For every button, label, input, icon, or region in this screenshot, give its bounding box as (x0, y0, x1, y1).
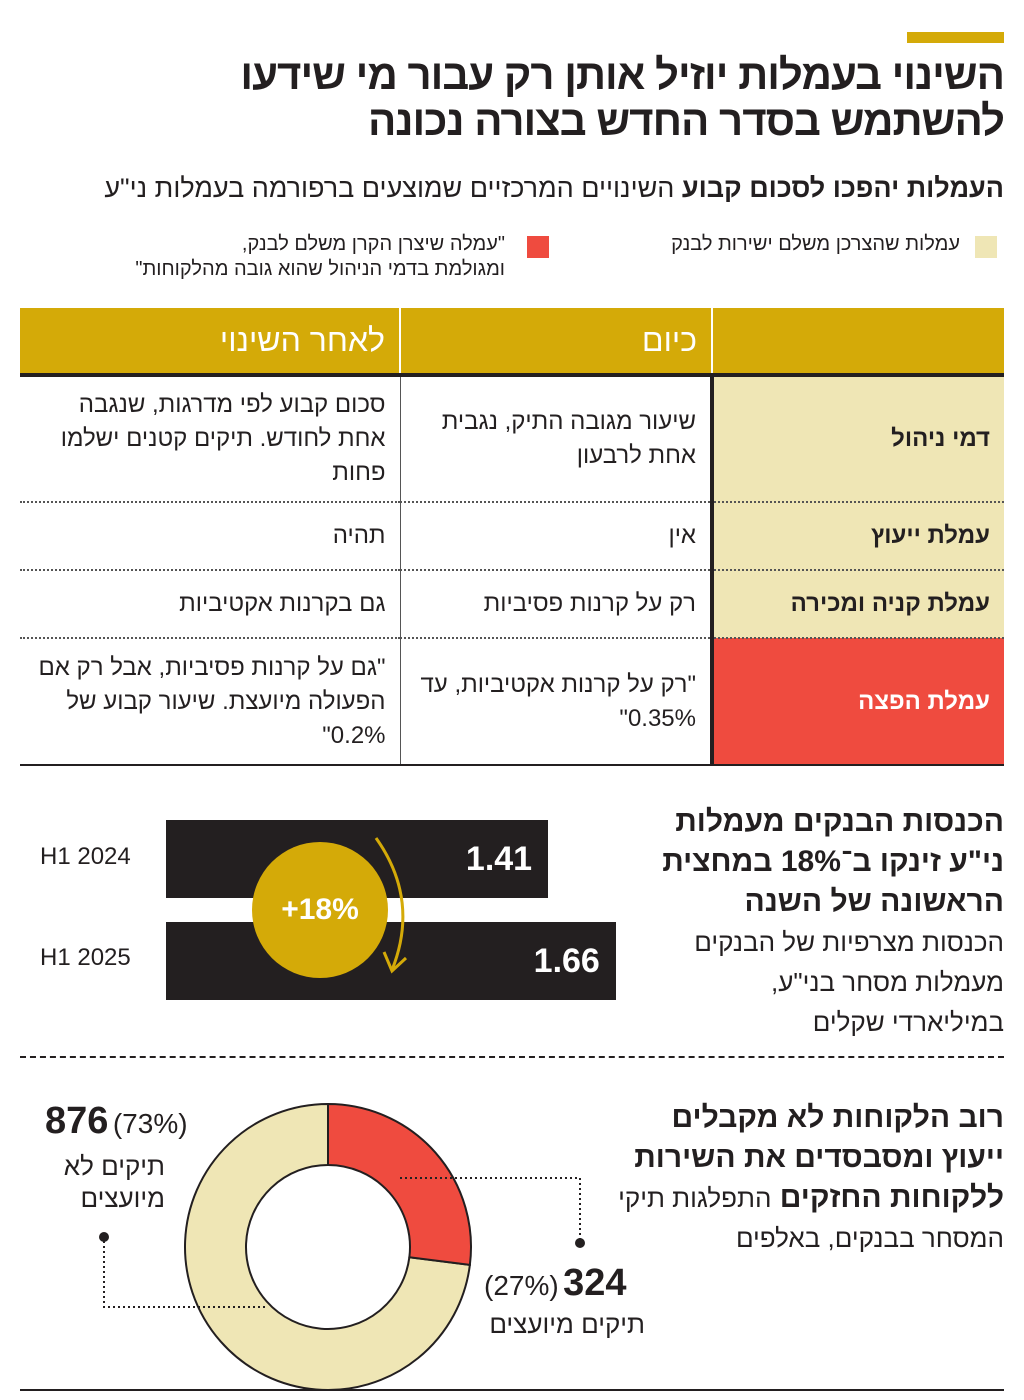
bottom-rule (20, 1389, 1004, 1391)
fees-comparison-table: כיום לאחר השינוי דמי ניהול שיעור מגובה ה… (20, 308, 1004, 766)
leader-line-unadvised (103, 1240, 265, 1308)
advised-percent: (27%) (484, 1270, 559, 1301)
category-label: H1 2025 (40, 944, 131, 971)
subtitle: העמלות יהפכו לסכום קבוע השינויים המרכזיי… (24, 170, 1004, 206)
donut-subtitle: התפלגות תיקי המסחר בבנקים, באלפים (618, 1183, 1004, 1253)
row-label: עמלת ייעוץ (710, 502, 1004, 571)
subtitle-rest: השינויים המרכזיים שמוצעים ברפורמה בעמלות… (104, 173, 675, 203)
table-header: כיום לאחר השינוי (20, 308, 1004, 377)
cell-today: שיעור מגובה התיק, נגבית אחת לרבעון (399, 375, 712, 503)
leader-dot-unadvised (99, 1232, 109, 1242)
growth-arrow-icon (374, 837, 408, 974)
table-row: עמלת ייעוץ אין תהיה (20, 502, 1004, 571)
leader-line-advised (400, 1177, 581, 1240)
bar-title-bold: הכנסות הבנקים מעמלות ני"ע זינקו ב־18% במ… (662, 805, 1004, 918)
cell-today: אין (399, 502, 712, 571)
donut-slice-0 (327, 1102, 472, 1267)
row-label: עמלת הפצה (710, 638, 1004, 766)
header-today: כיום (399, 308, 712, 377)
table-row: עמלת קניה ומכירה רק על קרנות פסיביות גם … (20, 570, 1004, 639)
legend-label-distribution: "עמלה שיצרן הקרן משלם לבנק, ומגולמת בדמי… (25, 232, 505, 282)
unadvised-label: תיקים לא מיועצים (63, 1151, 165, 1213)
bar-chart-title: הכנסות הבנקים מעמלות ני"ע זינקו ב־18% במ… (659, 802, 1004, 1042)
donut-chart (99, 1102, 585, 1391)
page-title: השינוי בעמלות יוזיל אותן רק עבור מי שידע… (104, 51, 1005, 144)
advised-label: תיקים מיועצים (489, 1309, 645, 1339)
title-line-1: השינוי בעמלות יוזיל אותן רק עבור מי שידע… (240, 51, 1005, 98)
legend-label-direct: עמלות שהצרכן משלם ישירות לבנק (671, 233, 960, 255)
legend-swatch-direct (975, 236, 997, 258)
cell-after: סכום קבוע לפי מדרגות, שנגבה אחת לחודש. ת… (20, 375, 400, 503)
unadvised-percent: (73%) (112, 1108, 188, 1139)
bar-H1-2025: 1.66 (166, 922, 616, 1000)
cell-after: תהיה (20, 502, 400, 571)
cell-after: "גם על קרנות פסיביות, אבל רק אם הפעולה מ… (20, 638, 400, 766)
cell-today: "רק על קרנות אקטיביות, עד 0.35%" (399, 638, 712, 766)
section-divider (20, 1056, 1004, 1058)
cell-after: גם בקרנות אקטיביות (20, 570, 400, 639)
legend-swatch-distribution (527, 236, 549, 258)
category-label: H1 2024 (40, 843, 131, 870)
table-row: עמלת הפצה "רק על קרנות אקטיביות, עד 0.35… (20, 638, 1004, 766)
donut-chart-title: רוב הלקוחות לא מקבלים ייעוץ ומסבסדים את … (614, 1098, 1004, 1258)
leader-dot-advised (575, 1238, 585, 1248)
advised-number: 324 (563, 1262, 627, 1304)
header-empty (711, 308, 1004, 377)
header-after: לאחר השינוי (20, 308, 400, 377)
growth-badge: +18% (252, 842, 388, 978)
legend-line-1: "עמלה שיצרן הקרן משלם לבנק, (241, 233, 505, 255)
legend-line-2: ומגולמת בדמי הניהול שהוא גובה מהלקוחות" (135, 258, 505, 280)
row-label: דמי ניהול (710, 375, 1004, 503)
advised-value: (27%) 324 (484, 1262, 627, 1305)
bar-subtitle: הכנסות מצרפיות של הבנקים מעמלות מסחר בני… (694, 927, 1004, 1037)
table-row: דמי ניהול שיעור מגובה התיק, נגבית אחת לר… (20, 375, 1004, 503)
donut-title-bold: רוב הלקוחות לא מקבלים ייעוץ ומסבסדים את … (634, 1101, 1004, 1214)
cell-today: רק על קרנות פסיביות (399, 570, 712, 639)
subtitle-bold: העמלות יהפכו לסכום קבוע (681, 173, 1004, 203)
unadvised-value: 876 (73%) (45, 1100, 188, 1143)
accent-bar (907, 32, 1004, 43)
row-label: עמלת קניה ומכירה (710, 570, 1004, 639)
unadvised-number: 876 (45, 1100, 109, 1142)
title-line-2: להשתמש בסדר החדש בצורה נכונה (368, 97, 1005, 144)
